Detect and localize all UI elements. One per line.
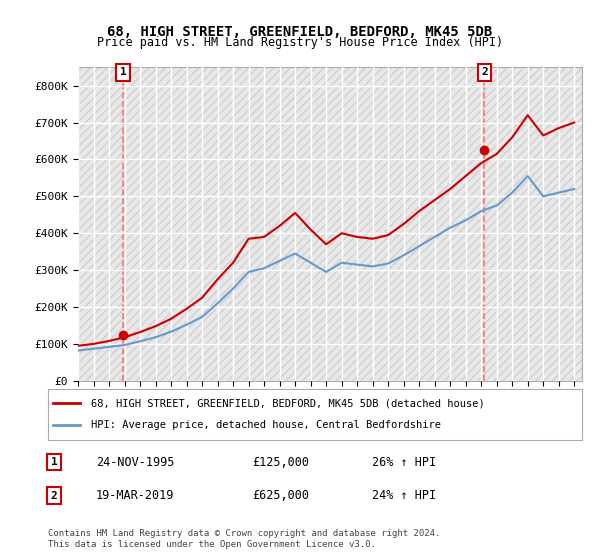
Text: 19-MAR-2019: 19-MAR-2019	[96, 489, 175, 502]
Text: £625,000: £625,000	[252, 489, 309, 502]
Text: 1: 1	[119, 67, 127, 77]
Text: 24% ↑ HPI: 24% ↑ HPI	[372, 489, 436, 502]
Text: 2: 2	[481, 67, 488, 77]
Text: 26% ↑ HPI: 26% ↑ HPI	[372, 455, 436, 469]
Text: HPI: Average price, detached house, Central Bedfordshire: HPI: Average price, detached house, Cent…	[91, 421, 441, 431]
Text: 24-NOV-1995: 24-NOV-1995	[96, 455, 175, 469]
Text: £125,000: £125,000	[252, 455, 309, 469]
Text: Price paid vs. HM Land Registry's House Price Index (HPI): Price paid vs. HM Land Registry's House …	[97, 36, 503, 49]
Text: 2: 2	[50, 491, 58, 501]
Text: 1: 1	[50, 457, 58, 467]
Text: Contains HM Land Registry data © Crown copyright and database right 2024.
This d: Contains HM Land Registry data © Crown c…	[48, 529, 440, 549]
Text: 68, HIGH STREET, GREENFIELD, BEDFORD, MK45 5DB (detached house): 68, HIGH STREET, GREENFIELD, BEDFORD, MK…	[91, 398, 484, 408]
Text: 68, HIGH STREET, GREENFIELD, BEDFORD, MK45 5DB: 68, HIGH STREET, GREENFIELD, BEDFORD, MK…	[107, 25, 493, 39]
